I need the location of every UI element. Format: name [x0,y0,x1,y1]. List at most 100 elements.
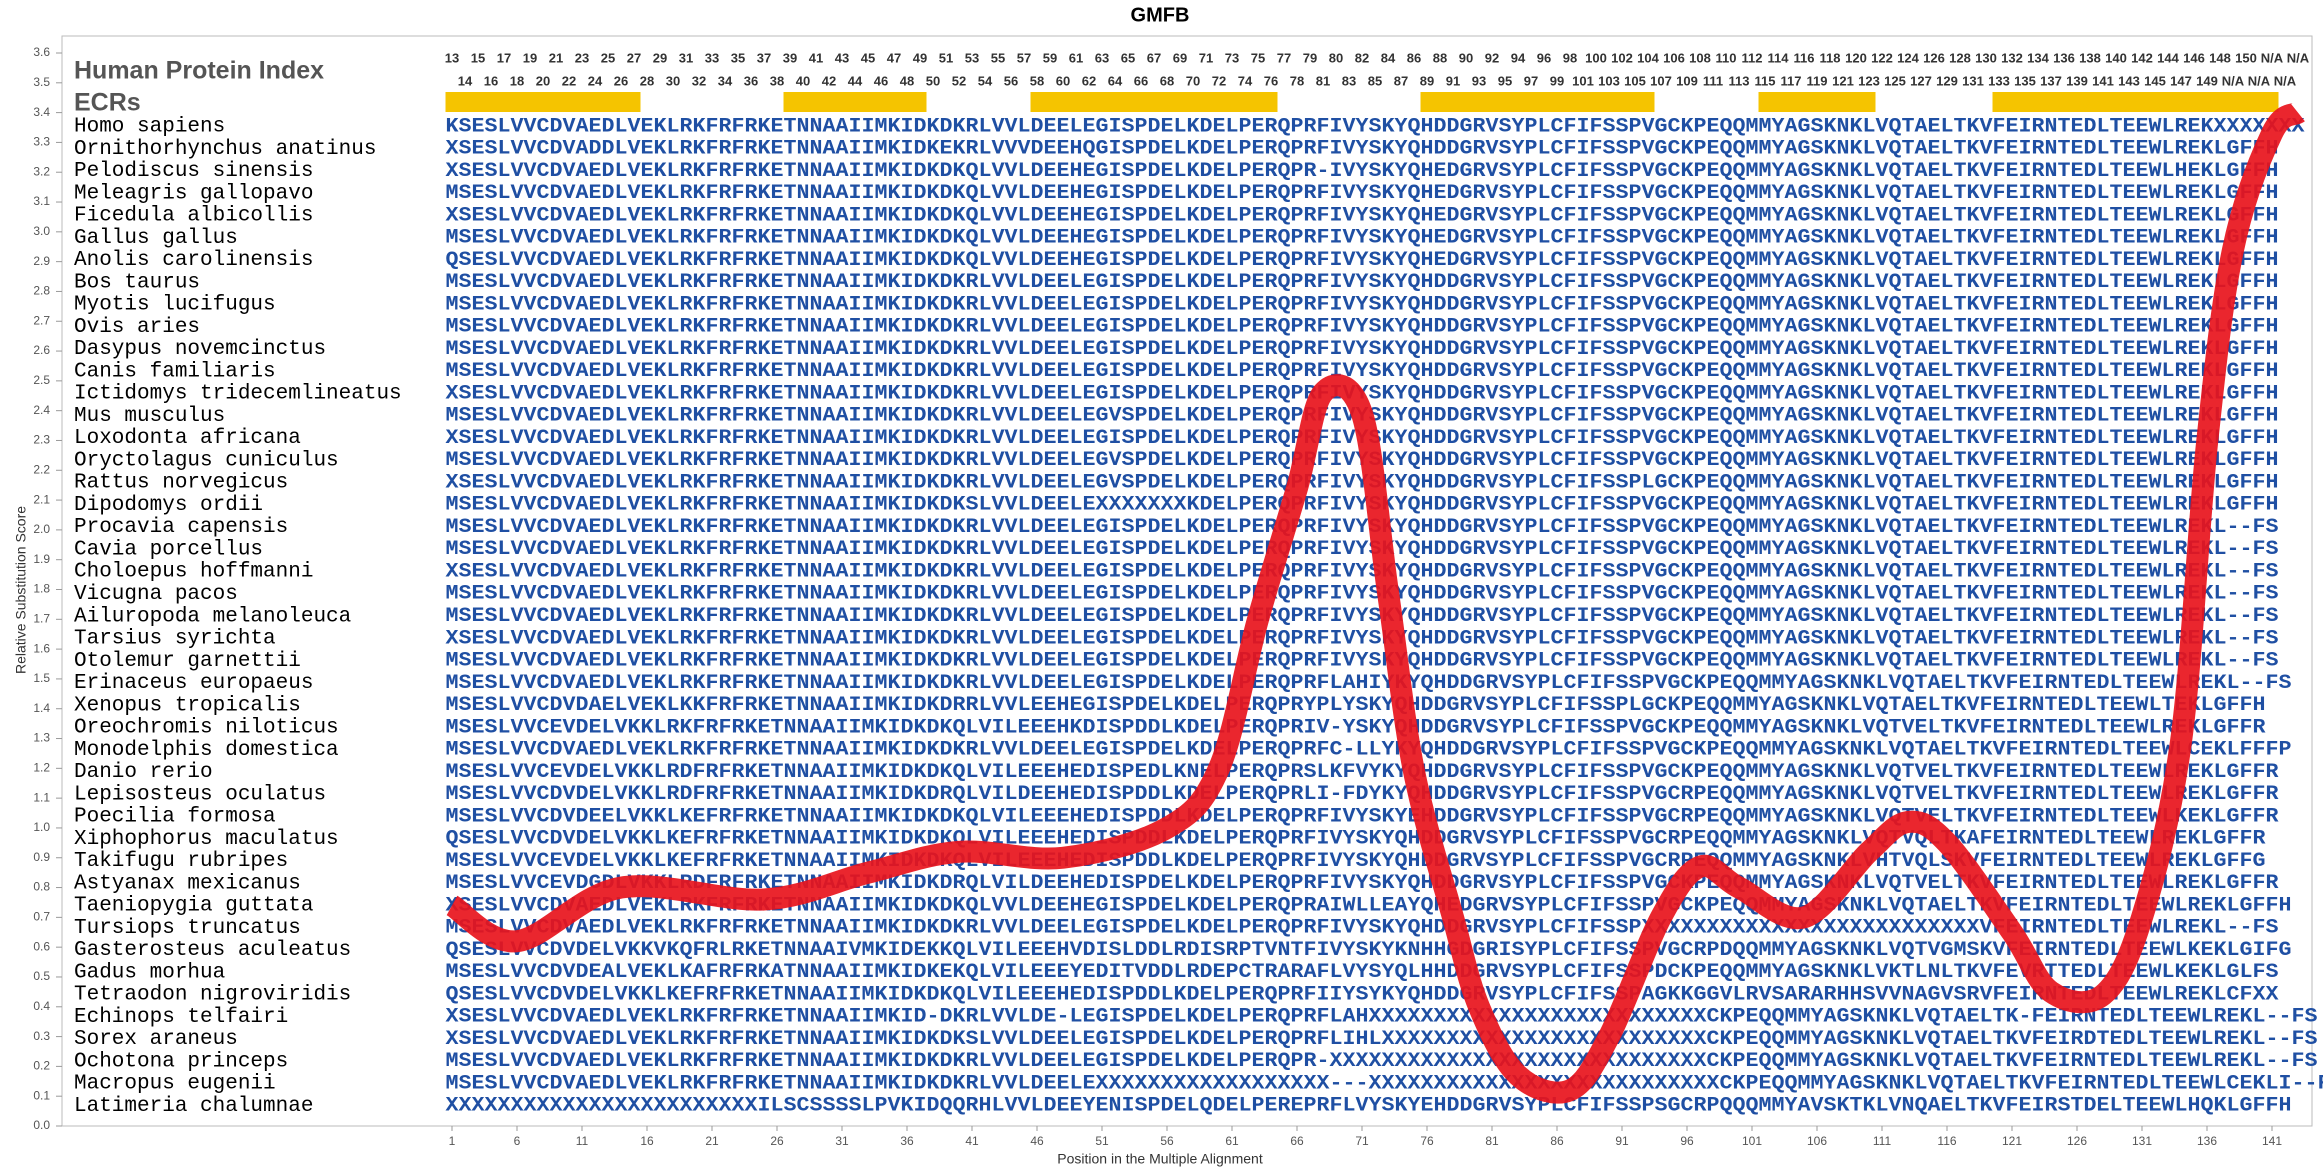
species-name: Bos taurus [74,271,200,294]
index-label-bottom: N/A [2274,73,2297,88]
index-label-top: 118 [1820,50,1841,65]
index-label-top: 112 [1742,50,1763,65]
species-name: Danio rerio [74,761,213,784]
species-name: Ochotona princeps [74,1050,288,1073]
x-tick-label: 81 [1485,1134,1499,1148]
index-label-bottom: 70 [1186,73,1200,88]
index-label-bottom: 32 [692,73,706,88]
species-name: Takifugu rubripes [74,850,288,873]
sequence: XSESLVVCDVAEDLVEKLRKFRFRKETNNAAIIMKIDKDK… [446,560,2279,583]
y-tick-label: 2.7 [33,313,50,327]
index-label-top: 45 [861,50,875,65]
y-tick-label: 1.2 [33,761,50,775]
index-label-top: 120 [1845,50,1867,65]
y-tick-label: 3.1 [33,194,50,208]
species-name: Macropus eugenii [74,1073,276,1096]
index-label-bottom: 117 [1781,73,1802,88]
sequence: MSESLVVCEVDELVKKLRDFRFRKETNNAAIIMKIDKDKQ… [446,761,2279,784]
species-name: Erinaceus europaeus [74,672,313,695]
index-label-top: 15 [471,50,485,65]
index-label-top: 25 [601,50,615,65]
sequence: KSESLVVCDVAEDLVEKLRKFRFRKETNNAAIIMKIDKDK… [446,115,2305,138]
index-label-top: 102 [1611,50,1633,65]
sequence: MSESLVVCDVAEDLVEKLRKFRFRKETNNAAIIMKIDKDK… [446,360,2279,383]
index-label-top: 126 [1923,50,1945,65]
index-label-top: 116 [1794,50,1815,65]
x-tick-label: 131 [2132,1134,2152,1148]
index-label-top: 128 [1949,50,1971,65]
index-label-bottom: 83 [1342,73,1356,88]
index-label-top: 80 [1329,50,1343,65]
index-label-top: 88 [1433,50,1447,65]
sequence: XSESLVVCDVAEDLVEKLRKFRFRKETNNAAIIMKID-DK… [446,1006,2318,1029]
index-label-bottom: 87 [1394,73,1408,88]
y-tick-label: 2.0 [33,522,50,536]
species-name: Homo sapiens [74,116,225,139]
index-label-top: 92 [1485,50,1499,65]
index-label-top: 96 [1537,50,1551,65]
y-tick-label: 0.6 [33,939,50,953]
index-label-bottom: 127 [1910,73,1932,88]
y-tick-label: 0.1 [33,1088,50,1102]
index-label-top: 82 [1355,50,1369,65]
index-label-bottom: 24 [588,73,603,88]
index-label-bottom: 58 [1030,73,1044,88]
index-label-top: 27 [627,50,641,65]
index-label-top: N/A [2261,50,2284,65]
index-label-bottom: 20 [536,73,550,88]
y-tick-label: 0.9 [33,850,50,864]
species-name: Otolemur garnettii [74,650,301,673]
species-name: Tursiops truncatus [74,917,301,940]
y-tick-label: 2.2 [33,462,50,476]
index-label-top: 71 [1199,50,1213,65]
index-label-top: 124 [1897,50,1919,65]
index-label-bottom: 137 [2040,73,2062,88]
species-name: Ailuropoda melanoleuca [74,605,351,628]
sequence: QSESLVVCDVAEDLVEKLRKFRFRKETNNAAIIMKIDKDK… [446,249,2279,272]
index-label-top: 37 [757,50,771,65]
x-tick-label: 11 [576,1134,589,1148]
y-tick-label: 1.4 [33,701,50,715]
index-label-bottom: 131 [1962,73,1984,88]
index-label-bottom: 107 [1650,73,1672,88]
index-label-top: 122 [1871,50,1893,65]
species-name: Echinops telfairi [74,1006,288,1029]
sequence: MSESLVVCDVAEDLVEKLRKFRFRKETNNAAIIMKIDKDK… [446,1050,2318,1073]
index-label-top: 142 [2131,50,2153,65]
species-name: Ornithorhynchus anatinus [74,138,376,161]
species-name: Myotis lucifugus [74,294,276,317]
species-name: Tarsius syrichta [74,628,276,651]
index-label-top: 13 [445,50,459,65]
index-label-top: 73 [1225,50,1239,65]
species-name: Oreochromis niloticus [74,717,339,740]
index-label-top: 29 [653,50,667,65]
x-tick-label: 46 [1030,1134,1044,1148]
index-label-top: 17 [497,50,511,65]
index-label-bottom: 147 [2170,73,2192,88]
index-label-bottom: 119 [1807,73,1828,88]
sequence: MSESLVVCDVAEDLVEKLRKFRFRKETNNAAIIMKIDKDK… [446,650,2279,673]
sequence: XSESLVVCDVAEDLVEKLRKFRFRKETNNAAIIMKIDKDK… [446,160,2279,183]
index-label-top: 33 [705,50,719,65]
sequence: MSESLVVCDVAEDLVEKLRKFRFRKETNNAAIIMKIDKDK… [446,516,2279,539]
y-tick-label: 1.8 [33,582,50,596]
index-label-bottom: 81 [1316,73,1330,88]
x-tick-label: 96 [1680,1134,1694,1148]
sequence: MSESLVVCDVAEDLVEKLRKFRFRKETNNAAIIMKIDKDK… [446,271,2279,294]
sequence: XSESLVVCDVAEDLVEKLRKFRFRKETNNAAIIMKIDKDK… [446,471,2279,494]
index-label-bottom: 93 [1472,73,1486,88]
index-label-top: 35 [731,50,745,65]
index-label-bottom: 22 [562,73,576,88]
x-tick-label: 91 [1615,1134,1629,1148]
y-tick-label: 2.3 [33,433,50,447]
y-tick-label: 3.5 [33,75,50,89]
index-label-bottom: 133 [1988,73,2010,88]
chart-title: GMFB [1131,4,1190,26]
x-tick-label: 26 [770,1134,784,1148]
index-label-top: 90 [1459,50,1473,65]
index-label-top: 110 [1716,50,1737,65]
index-label-top: 84 [1381,50,1396,65]
ecr-bar [1992,92,2279,112]
x-tick-label: 136 [2197,1134,2217,1148]
